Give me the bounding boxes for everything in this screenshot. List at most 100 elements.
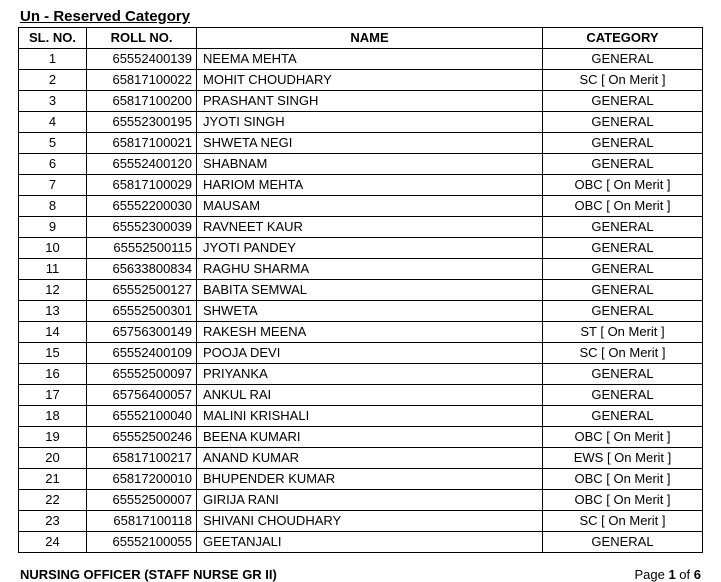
- section-heading: Un - Reserved Category: [20, 8, 703, 25]
- cell-name: BEENA KUMARI: [197, 427, 543, 448]
- table-row: 2365817100118SHIVANI CHOUDHARYSC [ On Me…: [19, 511, 703, 532]
- cell-sl: 20: [19, 448, 87, 469]
- cell-cat: GENERAL: [543, 91, 703, 112]
- cell-name: MOHIT CHOUDHARY: [197, 70, 543, 91]
- cell-name: MALINI KRISHALI: [197, 406, 543, 427]
- page-sep: of: [676, 567, 694, 582]
- cell-sl: 18: [19, 406, 87, 427]
- cell-name: PRIYANKA: [197, 364, 543, 385]
- cell-roll: 65552500097: [87, 364, 197, 385]
- col-header-roll: ROLL NO.: [87, 28, 197, 49]
- cell-cat: GENERAL: [543, 112, 703, 133]
- cell-cat: GENERAL: [543, 133, 703, 154]
- table-row: 1465756300149RAKESH MEENAST [ On Merit ]: [19, 322, 703, 343]
- cell-cat: GENERAL: [543, 217, 703, 238]
- cell-roll: 65756400057: [87, 385, 197, 406]
- cell-roll: 65552500127: [87, 280, 197, 301]
- cell-roll: 65552100040: [87, 406, 197, 427]
- cell-name: SHIVANI CHOUDHARY: [197, 511, 543, 532]
- table-row: 565817100021SHWETA NEGIGENERAL: [19, 133, 703, 154]
- table-row: 465552300195JYOTI SINGHGENERAL: [19, 112, 703, 133]
- cell-cat: OBC [ On Merit ]: [543, 175, 703, 196]
- cell-sl: 1: [19, 49, 87, 70]
- table-row: 765817100029HARIOM MEHTAOBC [ On Merit ]: [19, 175, 703, 196]
- col-header-name: NAME: [197, 28, 543, 49]
- cell-cat: SC [ On Merit ]: [543, 511, 703, 532]
- table-row: 365817100200PRASHANT SINGHGENERAL: [19, 91, 703, 112]
- cell-roll: 65817100021: [87, 133, 197, 154]
- cell-roll: 65756300149: [87, 322, 197, 343]
- cell-roll: 65552400109: [87, 343, 197, 364]
- table-row: 1065552500115JYOTI PANDEYGENERAL: [19, 238, 703, 259]
- cell-sl: 22: [19, 490, 87, 511]
- table-row: 1665552500097PRIYANKAGENERAL: [19, 364, 703, 385]
- cell-cat: GENERAL: [543, 385, 703, 406]
- cell-sl: 24: [19, 532, 87, 553]
- table-row: 1265552500127BABITA SEMWALGENERAL: [19, 280, 703, 301]
- cell-cat: GENERAL: [543, 364, 703, 385]
- cell-roll: 65552400139: [87, 49, 197, 70]
- cell-sl: 16: [19, 364, 87, 385]
- table-row: 165552400139NEEMA MEHTAGENERAL: [19, 49, 703, 70]
- cell-cat: GENERAL: [543, 532, 703, 553]
- cell-roll: 65552500007: [87, 490, 197, 511]
- cell-sl: 12: [19, 280, 87, 301]
- cell-cat: GENERAL: [543, 280, 703, 301]
- footer-title: NURSING OFFICER (STAFF NURSE GR II): [20, 567, 277, 582]
- cell-name: GEETANJALI: [197, 532, 543, 553]
- cell-sl: 13: [19, 301, 87, 322]
- results-table: SL. NO. ROLL NO. NAME CATEGORY 165552400…: [18, 27, 703, 553]
- cell-cat: SC [ On Merit ]: [543, 70, 703, 91]
- cell-cat: ST [ On Merit ]: [543, 322, 703, 343]
- table-row: 265817100022MOHIT CHOUDHARYSC [ On Merit…: [19, 70, 703, 91]
- table-row: 2465552100055GEETANJALIGENERAL: [19, 532, 703, 553]
- cell-cat: OBC [ On Merit ]: [543, 196, 703, 217]
- page-current: 1: [668, 567, 675, 582]
- cell-roll: 65552300039: [87, 217, 197, 238]
- cell-sl: 11: [19, 259, 87, 280]
- cell-name: POOJA DEVI: [197, 343, 543, 364]
- table-row: 1165633800834RAGHU SHARMAGENERAL: [19, 259, 703, 280]
- cell-roll: 65552200030: [87, 196, 197, 217]
- cell-cat: OBC [ On Merit ]: [543, 490, 703, 511]
- cell-cat: GENERAL: [543, 406, 703, 427]
- cell-sl: 15: [19, 343, 87, 364]
- cell-cat: GENERAL: [543, 49, 703, 70]
- cell-roll: 65552500246: [87, 427, 197, 448]
- cell-roll: 65552100055: [87, 532, 197, 553]
- cell-sl: 2: [19, 70, 87, 91]
- cell-roll: 65552400120: [87, 154, 197, 175]
- cell-name: ANKUL RAI: [197, 385, 543, 406]
- table-row: 1365552500301SHWETAGENERAL: [19, 301, 703, 322]
- cell-name: BABITA SEMWAL: [197, 280, 543, 301]
- table-row: 2165817200010BHUPENDER KUMAROBC [ On Mer…: [19, 469, 703, 490]
- cell-name: SHABNAM: [197, 154, 543, 175]
- cell-name: RAVNEET KAUR: [197, 217, 543, 238]
- cell-sl: 5: [19, 133, 87, 154]
- table-row: 865552200030MAUSAMOBC [ On Merit ]: [19, 196, 703, 217]
- cell-name: JYOTI SINGH: [197, 112, 543, 133]
- cell-roll: 65817100217: [87, 448, 197, 469]
- cell-name: JYOTI PANDEY: [197, 238, 543, 259]
- cell-cat: GENERAL: [543, 259, 703, 280]
- cell-name: SHWETA NEGI: [197, 133, 543, 154]
- table-row: 665552400120SHABNAMGENERAL: [19, 154, 703, 175]
- table-body: 165552400139NEEMA MEHTAGENERAL2658171000…: [19, 49, 703, 553]
- table-row: 965552300039RAVNEET KAURGENERAL: [19, 217, 703, 238]
- cell-name: SHWETA: [197, 301, 543, 322]
- col-header-sl: SL. NO.: [19, 28, 87, 49]
- cell-roll: 65817100200: [87, 91, 197, 112]
- cell-sl: 6: [19, 154, 87, 175]
- cell-name: NEEMA MEHTA: [197, 49, 543, 70]
- table-row: 1865552100040MALINI KRISHALIGENERAL: [19, 406, 703, 427]
- cell-sl: 3: [19, 91, 87, 112]
- cell-roll: 65552500115: [87, 238, 197, 259]
- cell-roll: 65552500301: [87, 301, 197, 322]
- cell-roll: 65817100022: [87, 70, 197, 91]
- cell-sl: 17: [19, 385, 87, 406]
- page-label: Page: [634, 567, 668, 582]
- cell-name: PRASHANT SINGH: [197, 91, 543, 112]
- table-row: 1565552400109POOJA DEVISC [ On Merit ]: [19, 343, 703, 364]
- cell-sl: 19: [19, 427, 87, 448]
- cell-cat: GENERAL: [543, 238, 703, 259]
